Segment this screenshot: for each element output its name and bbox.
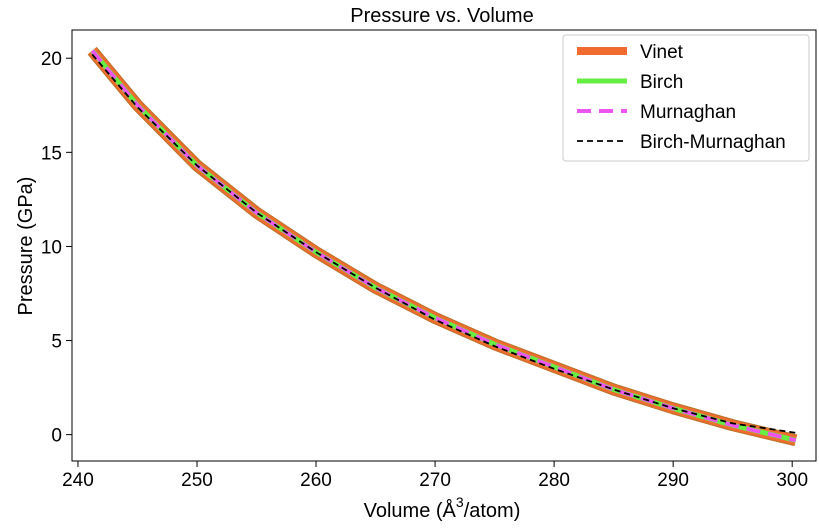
x-tick-label: 270: [419, 470, 451, 491]
axis-ticks: 240 250 260 270 280 290 300 0 5 10 15 20: [41, 49, 808, 491]
y-axis-label: Pressure (GPa): [15, 177, 37, 316]
x-tick-label: 280: [538, 470, 570, 491]
legend: Vinet Birch Murnaghan Birch-Murnaghan: [562, 34, 810, 162]
y-tick-label: 0: [51, 426, 62, 447]
legend-label: Birch-Murnaghan: [640, 132, 786, 153]
plot-area: [71, 29, 817, 462]
y-tick-label: 15: [41, 143, 62, 164]
x-axis-label: Volume (Å3/atom): [364, 494, 521, 522]
series-layer: [87, 46, 798, 447]
x-tick-label: 260: [300, 470, 332, 491]
legend-label: Vinet: [640, 42, 684, 63]
y-tick-label: 5: [51, 332, 62, 353]
y-tick-label: 10: [41, 237, 62, 258]
y-tick-label: 20: [41, 49, 62, 70]
legend-label: Murnaghan: [640, 102, 736, 123]
x-tick-label: 250: [181, 470, 213, 491]
x-tick-label: 290: [657, 470, 689, 491]
legend-label: Birch: [640, 72, 683, 93]
x-tick-label: 300: [776, 470, 808, 491]
x-tick-label: 240: [62, 470, 94, 491]
series-line-birch-murnaghan: [91, 53, 796, 434]
legend-frame: [562, 34, 810, 162]
chart-title: Pressure vs. Volume: [350, 5, 533, 27]
